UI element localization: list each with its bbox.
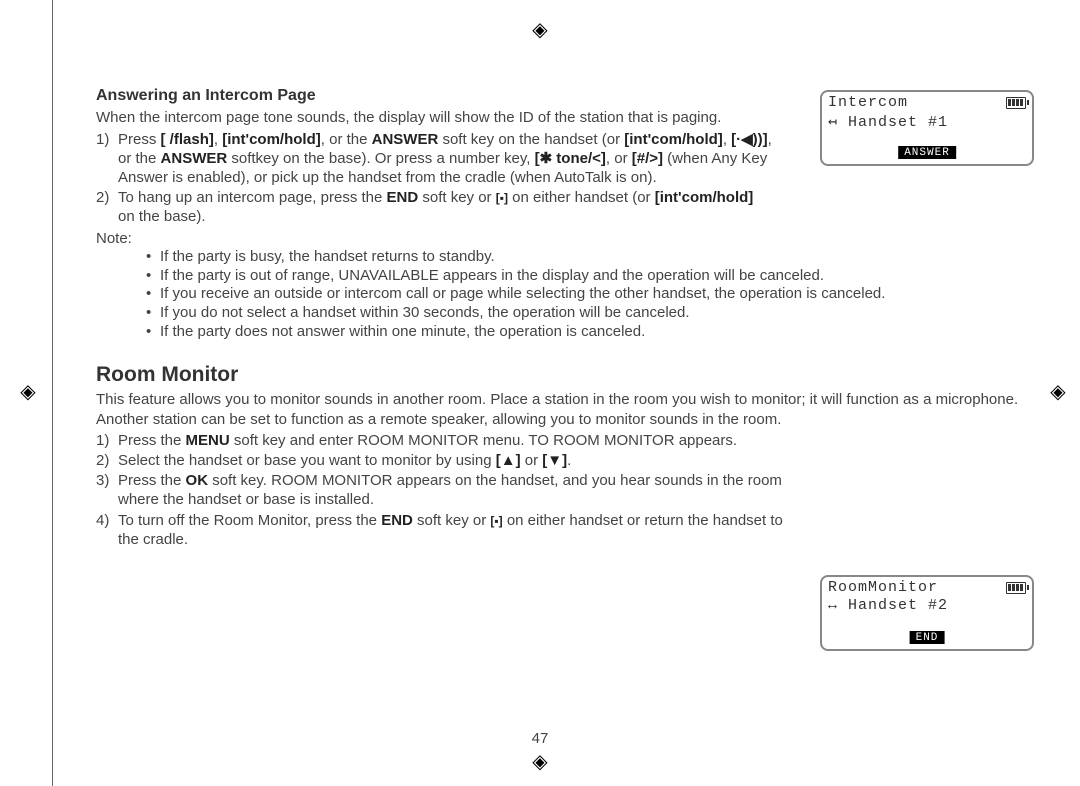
note-text: If you do not select a handset within 30… [160,304,690,323]
intercom-intro: When the intercom page tone sounds, the … [96,108,806,127]
room-monitor-steps: 1) Press the MENU soft key and enter ROO… [96,431,1046,549]
lcd-line1: Intercom [828,94,908,111]
room-monitor-intro: This feature allows you to monitor sound… [96,390,1046,428]
battery-icon [1006,582,1026,594]
step-text: To turn off the Room Monitor, press the … [118,511,806,549]
bullet-dot: • [146,304,160,323]
step-text: Press the MENU soft key and enter ROOM M… [118,431,1046,450]
lcd-screen-intercom: Intercom ↤ Handset #1 ANSWER [820,90,1034,166]
softkey-answer: ANSWER [898,146,956,159]
note-bullets: •If the party is busy, the handset retur… [96,248,1046,342]
step-text: Press the OK soft key. ROOM MONITOR appe… [118,471,806,509]
bullet-dot: • [146,248,160,267]
step-number: 2) [96,188,118,226]
registration-mark-left: ◈ [18,382,38,402]
lcd-line2: ↔ Handset #2 [828,597,948,614]
note-text: If you receive an outside or intercom ca… [160,285,885,304]
note-label: Note: [96,229,1046,248]
note-text: If the party is busy, the handset return… [160,248,495,267]
step-number: 4) [96,511,118,549]
step-number: 3) [96,471,118,509]
step-number: 2) [96,451,118,470]
note-text: If the party is out of range, UNAVAILABL… [160,267,824,286]
step-number: 1) [96,130,118,188]
battery-icon [1006,97,1026,109]
step-text: Press [ /flash], [int'com/hold], or the … [118,130,776,188]
page-number: 47 [0,730,1080,747]
bullet-dot: • [146,285,160,304]
lcd-screen-room-monitor: RoomMonitor ↔ Handset #2 END [820,575,1034,651]
step-text: To hang up an intercom page, press the E… [118,188,776,226]
bullet-dot: • [146,267,160,286]
section-title-room-monitor: Room Monitor [96,362,1046,389]
lcd-line1: RoomMonitor [828,579,938,596]
softkey-end: END [910,631,945,644]
lcd-line2: ↤ Handset #1 [828,112,948,131]
step-number: 1) [96,431,118,450]
note-text: If the party does not answer within one … [160,323,645,342]
step-text: Select the handset or base you want to m… [118,451,1046,470]
bullet-dot: • [146,323,160,342]
